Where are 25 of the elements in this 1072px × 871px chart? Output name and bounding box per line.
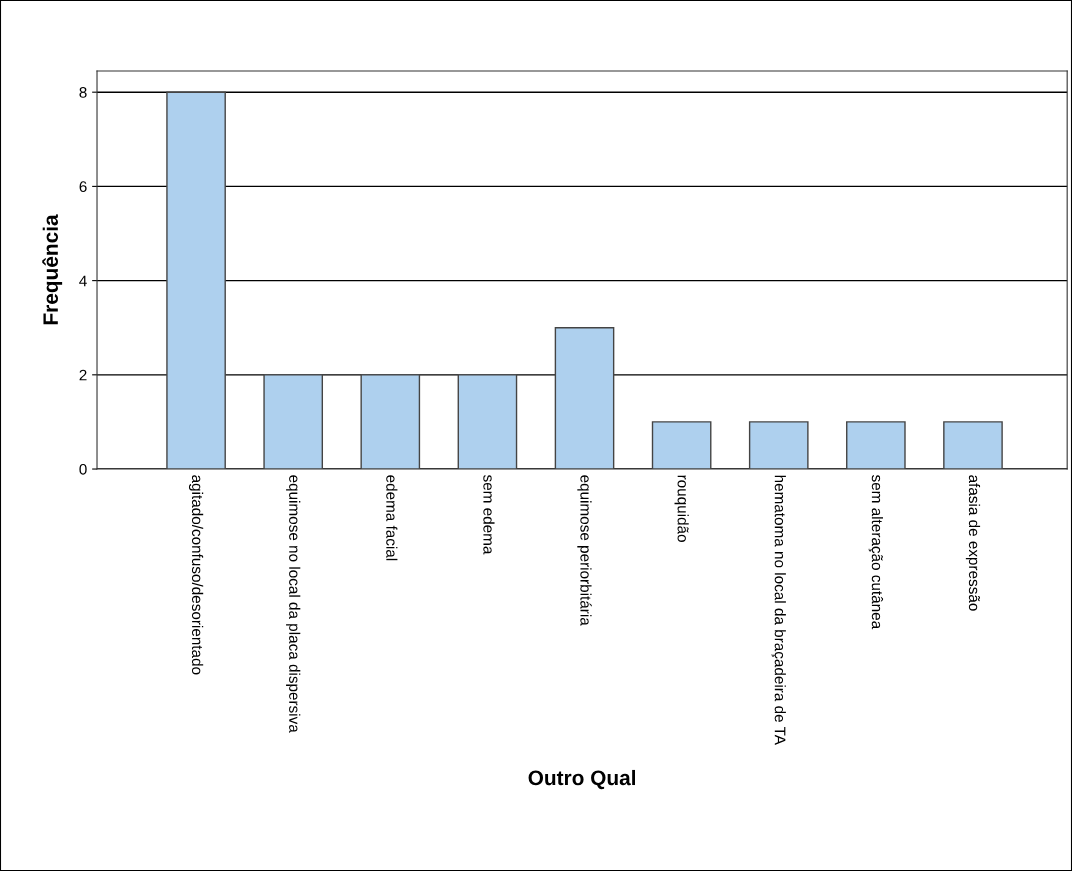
x-tick-label: afasia de expressão — [965, 475, 981, 611]
y-tick-label: 6 — [79, 181, 87, 193]
x-tick-label: edema facial — [386, 475, 398, 561]
x-tick-label: equimose no local da placa dispersiva — [286, 475, 301, 733]
x-tick-label: rouquidão — [674, 475, 689, 542]
bar — [651, 421, 712, 470]
bar — [166, 91, 226, 470]
x-tick-label: sem alteração cutânea — [868, 475, 884, 630]
x-tick-label: equimose periorbitária — [577, 475, 592, 626]
y-tick-label: 8 — [79, 87, 87, 98]
x-axis-title: Outro Qual — [528, 769, 636, 790]
x-tick-label: sem edema — [483, 475, 495, 555]
x-tick-label: hematoma no local da braçadeira de TA — [771, 475, 786, 745]
bar — [748, 421, 809, 470]
bar — [457, 374, 518, 470]
x-tick-label: agitado/confuso/desorientado — [188, 475, 204, 675]
bar — [554, 327, 615, 470]
bar — [943, 421, 1003, 470]
bar — [360, 374, 421, 470]
y-tick-label: 2 — [79, 369, 87, 381]
bar — [846, 421, 906, 470]
y-tick-label: 4 — [79, 275, 87, 287]
y-axis-title: Frequência — [42, 214, 63, 325]
bar — [263, 374, 324, 470]
y-tick-label: 0 — [79, 463, 87, 475]
